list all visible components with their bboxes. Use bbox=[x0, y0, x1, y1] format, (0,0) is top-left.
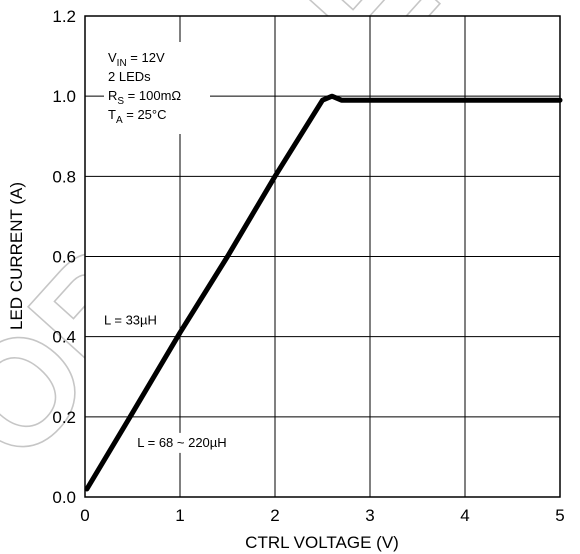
grid bbox=[85, 16, 560, 497]
y-tick-label: 0.6 bbox=[52, 248, 76, 267]
y-tick-label: 1.0 bbox=[52, 87, 76, 106]
x-tick-label: 5 bbox=[555, 506, 564, 525]
plot-frame bbox=[84, 15, 561, 498]
x-tick-labels: 0 1 2 3 4 5 bbox=[80, 506, 564, 525]
annotation-label: L = 68 ~ 220µH bbox=[137, 435, 226, 450]
annotations: L = 33µH L = 68 ~ 220µH bbox=[100, 310, 245, 453]
x-tick-label: 4 bbox=[460, 506, 469, 525]
annotation-background bbox=[100, 310, 168, 331]
y-tick-labels: 0.0 0.2 0.4 0.6 0.8 1.0 1.2 bbox=[52, 7, 76, 507]
y-tick-label: 0.0 bbox=[52, 488, 76, 507]
conditions-background bbox=[104, 42, 210, 134]
x-tick-label: 1 bbox=[175, 506, 184, 525]
condition-line: VIN = 12V bbox=[108, 50, 165, 69]
series-line bbox=[84, 93, 563, 492]
annotation-background bbox=[133, 432, 245, 453]
series bbox=[84, 93, 563, 492]
y-tick-label: 0.4 bbox=[52, 328, 76, 347]
annotation-label: L = 33µH bbox=[104, 313, 157, 328]
x-tick-label: 3 bbox=[365, 506, 374, 525]
y-tick-label: 0.2 bbox=[52, 408, 76, 427]
y-tick-label: 1.2 bbox=[52, 7, 76, 26]
x-tick-label: 0 bbox=[80, 506, 89, 525]
condition-line: RS = 100mΩ bbox=[108, 88, 181, 107]
y-tick-label: 0.8 bbox=[52, 167, 76, 186]
x-tick-label: 2 bbox=[270, 506, 279, 525]
x-axis-label: CTRL VOLTAGE (V) bbox=[245, 533, 399, 552]
y-axis-label: LED CURRENT (A) bbox=[7, 182, 26, 330]
condition-line: 2 LEDs bbox=[108, 69, 151, 84]
condition-line: TA = 25°C bbox=[108, 107, 167, 126]
